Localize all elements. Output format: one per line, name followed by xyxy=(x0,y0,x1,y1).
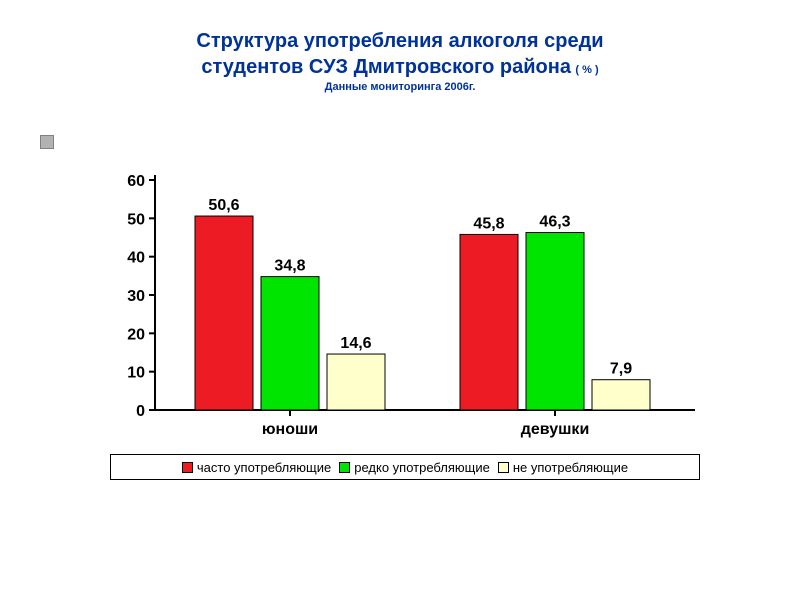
chart-title-line2-wrap: студентов СУЗ Дмитровского района ( % ) xyxy=(0,54,800,80)
bar-label-m-never: 14,6 xyxy=(340,335,371,352)
legend-swatch-often xyxy=(182,462,193,473)
y-tick-label: 10 xyxy=(127,365,145,382)
bar-f-often xyxy=(460,234,518,410)
bar-label-f-often: 45,8 xyxy=(473,215,504,232)
bullet-icon xyxy=(40,135,54,149)
y-tick-label: 60 xyxy=(127,173,145,190)
legend-label-never: не употребляющие xyxy=(513,460,628,475)
bar-label-f-rarely: 46,3 xyxy=(539,214,570,231)
chart-title-block: Структура употребления алкоголя среди ст… xyxy=(0,0,800,94)
bar-label-f-never: 7,9 xyxy=(610,361,632,378)
bar-m-rarely xyxy=(261,277,319,410)
category-label-m: юноши xyxy=(262,421,318,438)
y-tick-label: 0 xyxy=(136,403,145,420)
bar-label-m-rarely: 34,8 xyxy=(274,258,305,275)
chart-title-line1: Структура употребления алкоголя среди xyxy=(0,28,800,54)
legend-item-rarely: редко употребляющие xyxy=(339,460,490,475)
legend-label-often: часто употребляющие xyxy=(197,460,331,475)
bar-m-never xyxy=(327,354,385,410)
chart-subtitle: Данные мониторинга 2006г. xyxy=(0,80,800,94)
chart-container: 0 10 20 30 40 50 60 50,6 34,8 14,6 юноши 45,8 46,3 7,… xyxy=(110,150,700,450)
y-tick-label: 30 xyxy=(127,288,145,305)
legend-swatch-rarely xyxy=(339,462,350,473)
legend-item-often: часто употребляющие xyxy=(182,460,331,475)
y-tick-label: 50 xyxy=(127,211,145,228)
chart-legend: часто употребляющие редко употребляющие не… xyxy=(110,454,700,480)
legend-label-rarely: редко употребляющие xyxy=(354,460,490,475)
bar-f-never xyxy=(592,380,650,410)
bar-f-rarely xyxy=(526,233,584,410)
bar-chart: 0 10 20 30 40 50 60 50,6 34,8 14,6 юноши 45,8 46,3 7,… xyxy=(110,150,700,450)
legend-item-never: не употребляющие xyxy=(498,460,628,475)
chart-title-pct: ( % ) xyxy=(575,64,598,76)
bar-label-m-often: 50,6 xyxy=(208,197,239,214)
chart-title-line2: студентов СУЗ Дмитровского района xyxy=(201,56,571,78)
bar-m-often xyxy=(195,216,253,410)
y-tick-label: 40 xyxy=(127,250,145,267)
legend-swatch-never xyxy=(498,462,509,473)
category-label-f: девушки xyxy=(521,421,590,438)
y-tick-label: 20 xyxy=(127,326,145,343)
